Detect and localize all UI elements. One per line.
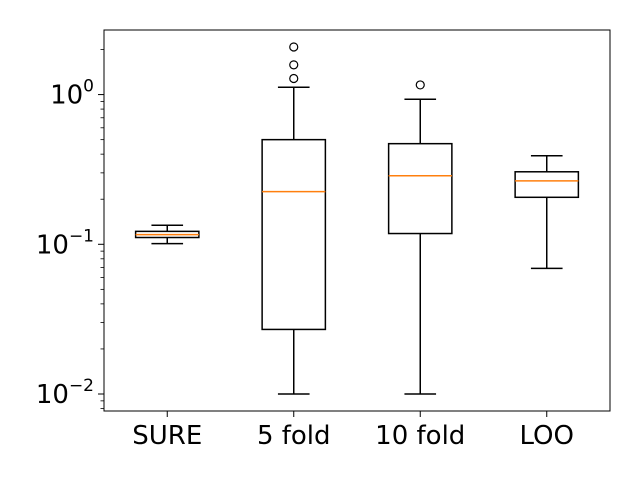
x-axis: SURE 5 fold 10 fold LOO bbox=[132, 411, 574, 451]
x-tick-label: SURE bbox=[132, 421, 202, 451]
plot-frame bbox=[103, 29, 611, 412]
outlier-point bbox=[289, 60, 299, 70]
box-group bbox=[387, 80, 453, 395]
box-group bbox=[514, 155, 580, 270]
y-tick-label: 10−1 bbox=[36, 226, 94, 260]
box-group bbox=[261, 42, 327, 395]
y-tick-label: 10−2 bbox=[36, 376, 94, 410]
outlier-point bbox=[289, 73, 299, 84]
y-tick-label: 100 bbox=[50, 77, 94, 111]
outlier-point bbox=[415, 80, 425, 90]
iqr-box bbox=[387, 142, 453, 235]
box-group bbox=[134, 224, 200, 245]
outlier-point bbox=[289, 42, 299, 52]
chart-marks bbox=[134, 42, 580, 395]
x-tick-label: 5 fold bbox=[257, 421, 331, 451]
x-tick-label: 10 fold bbox=[375, 421, 465, 451]
x-tick-label: LOO bbox=[520, 421, 575, 451]
y-axis: 100 10−1 10−2 bbox=[36, 49, 104, 410]
iqr-box bbox=[514, 171, 580, 199]
iqr-box bbox=[261, 138, 327, 331]
